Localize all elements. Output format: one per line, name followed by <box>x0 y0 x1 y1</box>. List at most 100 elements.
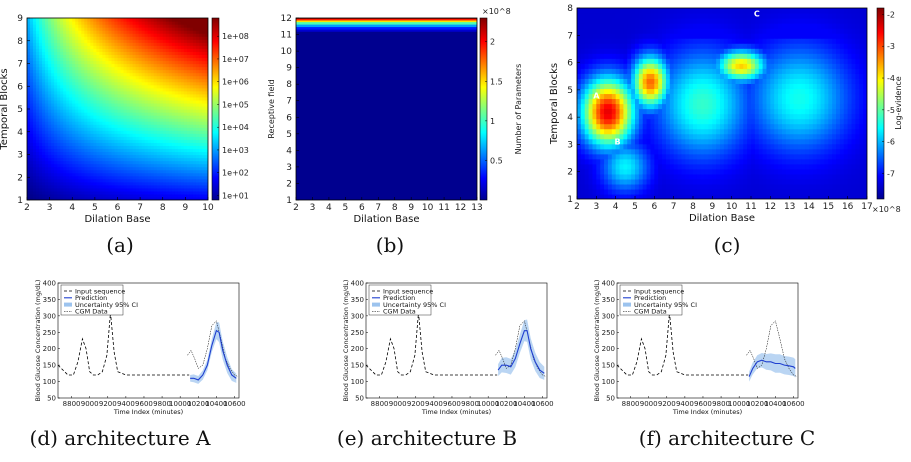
heatmap-cell <box>600 63 605 69</box>
heatmap-cell <box>123 118 128 122</box>
heatmap-cell <box>195 21 200 25</box>
heatmap-cell <box>195 130 200 134</box>
heatmap-cell <box>147 39 152 43</box>
heatmap-cell <box>604 98 609 105</box>
heatmap-cell <box>162 36 167 40</box>
heatmap-cell <box>186 18 191 22</box>
heatmap-cell <box>123 42 128 46</box>
heatmap-cell <box>604 133 609 140</box>
heatmap-cell <box>114 157 119 162</box>
heatmap-cell <box>654 88 659 95</box>
heatmap-cell <box>66 118 70 122</box>
heatmap-cell <box>138 48 143 52</box>
heatmap-cell <box>69 93 73 98</box>
heatmap-cell <box>60 169 64 174</box>
heatmap-cell <box>48 112 52 116</box>
heatmap-cell <box>623 128 628 135</box>
heatmap-cell <box>174 21 179 25</box>
heatmap-cell <box>57 102 61 107</box>
heatmap-cell <box>57 118 61 122</box>
heatmap-cell <box>45 175 49 180</box>
heatmap-cell <box>677 88 682 95</box>
heatmap-cell <box>108 81 113 86</box>
heatmap-cell <box>63 93 67 98</box>
heatmap-cell <box>623 23 628 29</box>
heatmap-cell <box>57 139 61 143</box>
heatmap-cell <box>63 121 67 125</box>
heatmap-cell <box>700 118 706 125</box>
heatmap-cell <box>120 127 125 131</box>
heatmap-cell <box>180 99 185 104</box>
heatmap-cell <box>111 39 116 43</box>
heatmap-cell <box>81 99 85 104</box>
heatmap-cell <box>108 63 113 68</box>
heatmap-cell <box>42 124 46 128</box>
heatmap-cell <box>177 112 182 116</box>
heatmap-cell <box>135 184 140 189</box>
heatmap-cell <box>156 169 161 174</box>
heatmap-cell <box>126 166 131 171</box>
heatmap-cell <box>635 18 640 24</box>
heatmap-cell <box>54 96 58 101</box>
heatmap-cell <box>180 63 185 68</box>
heatmap-cell <box>153 151 158 156</box>
heatmap-cell <box>604 53 609 59</box>
heatmap-cell <box>168 90 173 95</box>
heatmap-cell <box>658 43 663 49</box>
heatmap-cell <box>650 158 655 165</box>
heatmap-cell <box>646 123 652 130</box>
heatmap-cell <box>123 48 128 52</box>
heatmap-cell <box>84 178 88 183</box>
heatmap-cell <box>189 63 194 68</box>
heatmap-cell <box>627 38 632 44</box>
heatmap-cell <box>69 127 73 131</box>
heatmap-cell <box>42 45 46 49</box>
heatmap-cell <box>60 69 64 74</box>
heatmap-cell <box>192 60 197 65</box>
heatmap-cell <box>607 188 613 195</box>
heatmap-cell <box>596 183 601 190</box>
heatmap-cell <box>662 58 667 64</box>
colorbar-tick-label: 1e+08 <box>222 32 249 41</box>
heatmap-cell <box>635 138 640 145</box>
heatmap-cell <box>45 109 49 113</box>
heatmap-cell <box>132 130 137 134</box>
heatmap-cell <box>627 13 632 19</box>
heatmap-cell <box>93 42 97 46</box>
heatmap-cell <box>635 93 640 100</box>
heatmap-cell <box>129 87 134 92</box>
heatmap-cell <box>604 73 609 79</box>
heatmap-cell <box>105 96 110 101</box>
heatmap-cell <box>192 75 197 80</box>
heatmap-cell <box>75 160 79 165</box>
heatmap-cell <box>165 154 170 159</box>
heatmap-cell <box>57 33 61 37</box>
heatmap-cell <box>87 96 91 101</box>
heatmap-cell <box>650 63 655 69</box>
heatmap-cell <box>66 124 70 128</box>
heatmap-cell <box>662 48 667 54</box>
heatmap-cell <box>57 69 61 74</box>
heatmap-cell <box>580 13 586 19</box>
heatmap-cell <box>592 68 597 74</box>
heatmap-cell <box>129 145 134 150</box>
heatmap-cell <box>183 124 188 128</box>
heatmap-cell <box>600 93 605 100</box>
heatmap-cell <box>57 84 61 89</box>
heatmap-cell <box>174 69 179 74</box>
heatmap-cell <box>689 78 694 84</box>
heatmap-cell <box>147 130 152 134</box>
heatmap-cell <box>57 163 61 168</box>
heatmap-cell <box>159 145 164 150</box>
heatmap-cell <box>45 190 49 195</box>
heatmap-cell <box>673 178 679 185</box>
heatmap-cell <box>689 103 694 110</box>
heatmap-cell <box>171 90 176 95</box>
heatmap-cell <box>66 187 70 192</box>
heatmap-cell <box>159 24 164 28</box>
heatmap-cell <box>120 27 125 31</box>
heatmap-cell <box>592 18 597 24</box>
heatmap-cell <box>90 45 94 49</box>
heatmap-cell <box>693 43 698 49</box>
heatmap-cell <box>646 38 652 44</box>
